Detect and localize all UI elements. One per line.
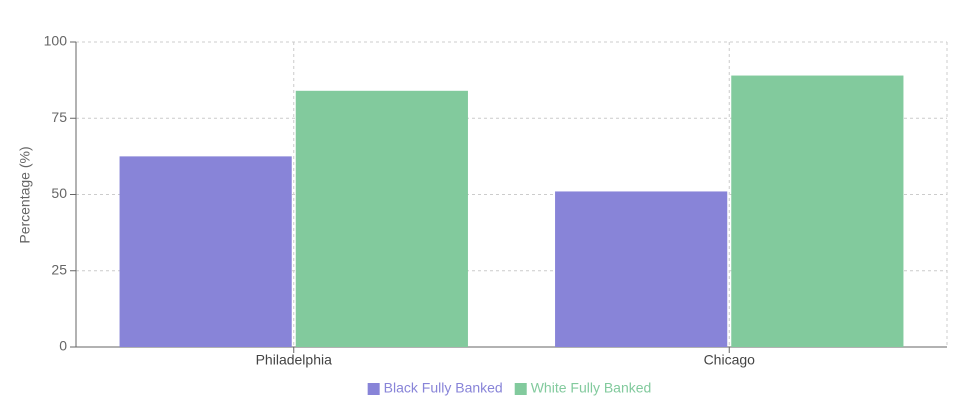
y-tick-label: 100 <box>44 33 68 49</box>
y-tick-label: 50 <box>51 185 67 201</box>
legend-swatch <box>514 383 527 395</box>
legend-label: White Fully Banked <box>531 380 652 396</box>
y-axis-label: Percentage (%) <box>17 146 33 243</box>
y-tick-label: 25 <box>51 261 67 277</box>
x-tick-label: Philadelphia <box>256 352 332 368</box>
x-tick-label: Chicago <box>704 352 756 368</box>
bar <box>295 90 468 348</box>
y-tick-label: 75 <box>51 109 67 125</box>
legend-swatch <box>367 383 380 395</box>
bar <box>119 156 292 347</box>
bar <box>731 75 904 348</box>
bar <box>555 191 728 347</box>
y-tick-label: 0 <box>59 338 67 354</box>
legend-label: Black Fully Banked <box>384 380 503 396</box>
